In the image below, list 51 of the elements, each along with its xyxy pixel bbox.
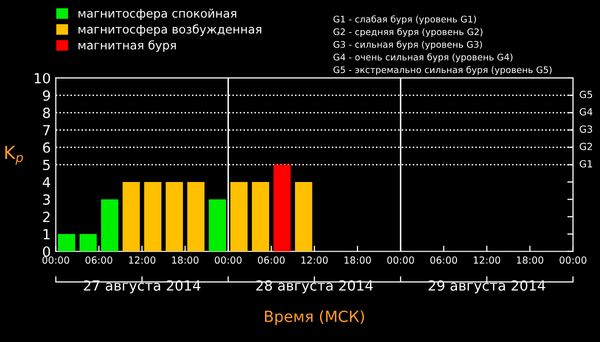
x-tick-label: 12:00 (129, 256, 156, 264)
x-tick-label: 18:00 (172, 256, 198, 264)
y-tick-label: 10 (34, 72, 50, 84)
y-tick-label: 8 (43, 108, 50, 118)
legend-label: магнитосфера спокойная (78, 8, 236, 20)
text: G5 - экстремально сильная буря (уровень G5) (334, 66, 552, 75)
x-axis-title: Время (МСК) (265, 310, 364, 326)
y-axis-title: K$_{p}$ (5, 146, 23, 165)
ref-line-label: G5 (580, 90, 592, 98)
bar (122, 182, 140, 252)
y-tick-label: 6 (43, 142, 50, 153)
bar (230, 182, 248, 252)
text: G4 - очень сильная буря (уровень G4) (334, 53, 512, 62)
bar (58, 234, 76, 252)
bar (187, 182, 204, 252)
text: G1 - слабая буря (уровень G1) (334, 15, 476, 24)
text: G2 - средняя буря (уровень G2) (334, 28, 482, 37)
x-tick-label: 06:00 (86, 256, 112, 264)
y-tick-label: 2 (43, 212, 50, 222)
bar (273, 164, 291, 252)
y-tick-label: 4 (42, 177, 50, 188)
x-tick-label: 06:00 (430, 256, 458, 264)
y-tick-label: 1 (44, 229, 50, 240)
bar (144, 182, 162, 252)
x-tick-label: 12:00 (474, 256, 500, 264)
ref-line-label: G2 (580, 142, 592, 150)
x-tick-label: 06:00 (258, 256, 285, 264)
x-tick-label: 00:00 (214, 256, 242, 264)
x-tick-label: 00:00 (42, 256, 70, 264)
y-tick-label: 3 (43, 194, 50, 205)
y-tick-label: 7 (43, 125, 50, 136)
bar (208, 199, 226, 252)
x-tick-label: 00:00 (387, 256, 414, 264)
y-tick-label: 9 (42, 90, 50, 101)
y-tick-label: 0 (43, 246, 50, 257)
ref-line-label: G1 (580, 160, 592, 168)
legend-label: магнитная буря (78, 40, 176, 52)
bar (101, 199, 118, 252)
bar (80, 234, 97, 252)
legend-label: магнитосфера возбужденная (78, 24, 262, 36)
x-tick-label: 12:00 (301, 256, 328, 264)
x-tick-label: 00:00 (560, 256, 586, 264)
text: G3 - сильная буря (уровень G3) (334, 40, 482, 50)
bar (166, 182, 183, 252)
bar (252, 182, 270, 252)
x-tick-label: 18:00 (516, 256, 544, 264)
ref-line-label: G3 (580, 125, 592, 133)
y-tick-label: 5 (43, 160, 50, 170)
bar (295, 182, 312, 252)
x-tick-label: 18:00 (344, 256, 371, 264)
ref-line-label: G4 (580, 108, 592, 116)
